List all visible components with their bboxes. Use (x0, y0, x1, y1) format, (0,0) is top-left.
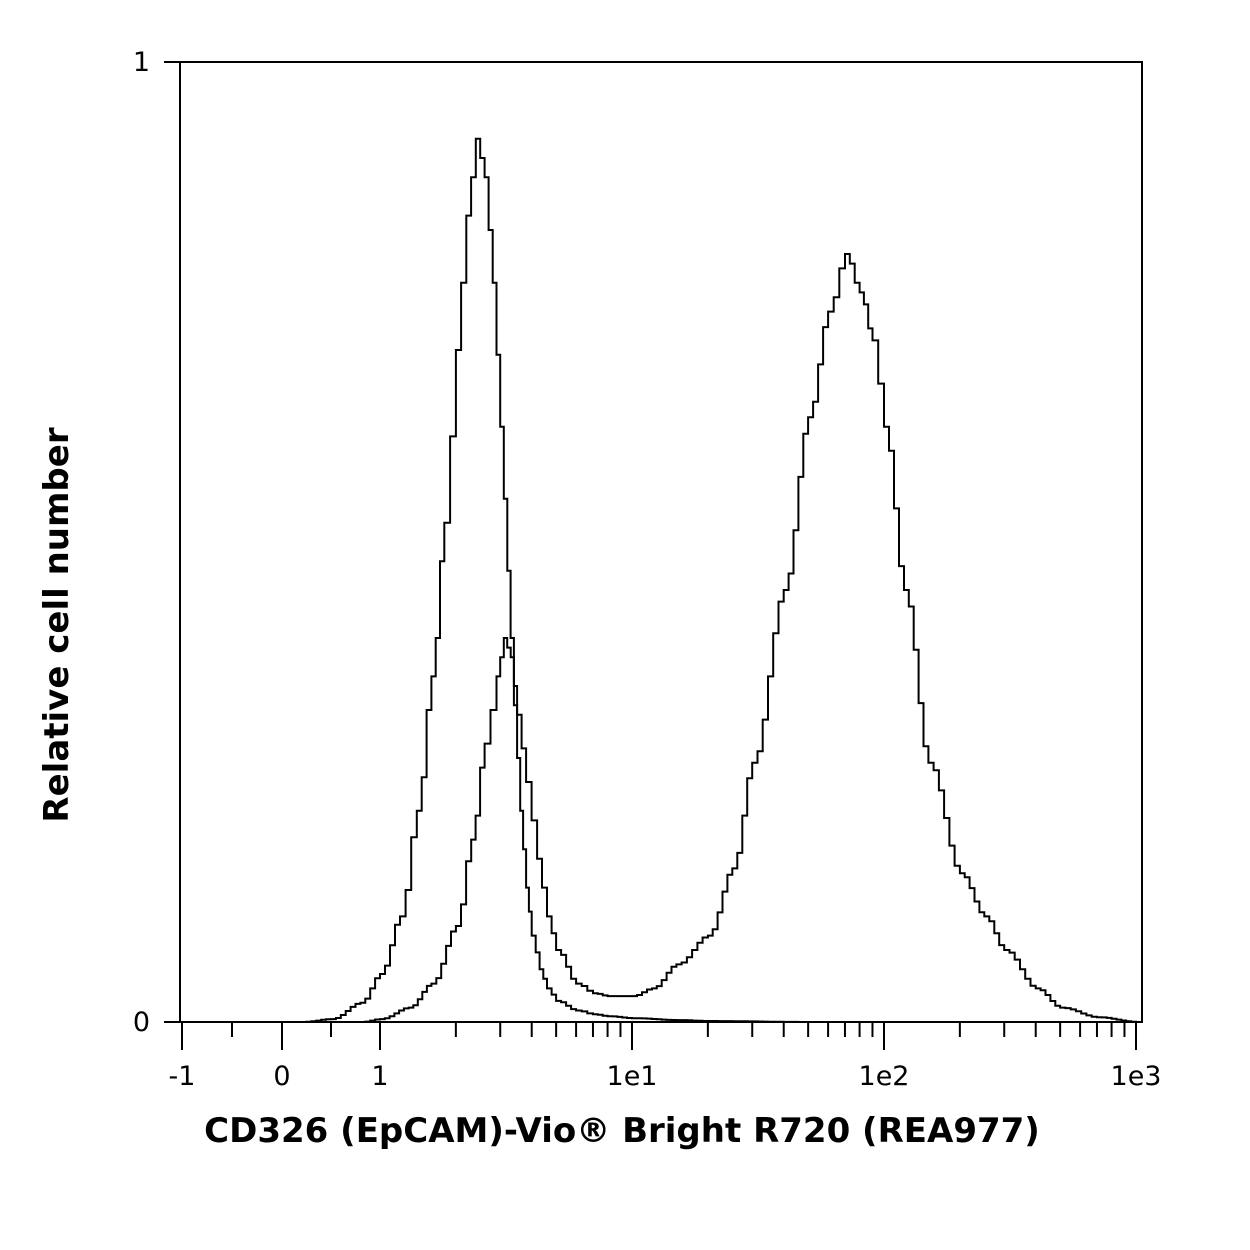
histogram-line-1 (360, 253, 1137, 1023)
x-tick-label-2: 1 (371, 1061, 388, 1092)
plot-frame (179, 61, 1143, 1023)
histogram-series (301, 137, 1137, 1023)
y-axis-ticks: 01 (133, 47, 180, 1038)
x-tick-label-4: 1e2 (859, 1061, 910, 1092)
x-tick-label-3: 1e1 (607, 1061, 658, 1092)
x-tick-label-1: 0 (273, 1061, 290, 1092)
histogram-line-0 (301, 137, 1136, 1023)
y-tick-label-0: 0 (133, 1007, 150, 1038)
x-tick-label-0: -1 (169, 1061, 196, 1092)
x-tick-label-5: 1e3 (1111, 1061, 1162, 1092)
x-axis-ticks: -1 0 1 1e1 1e2 1e3 (169, 1022, 1162, 1092)
y-tick-label-1: 1 (133, 47, 150, 78)
x-axis-label: CD326 (EpCAM)-Vio® Bright R720 (REA977) (204, 1111, 1040, 1151)
y-axis-label: Relative cell number (37, 427, 77, 822)
